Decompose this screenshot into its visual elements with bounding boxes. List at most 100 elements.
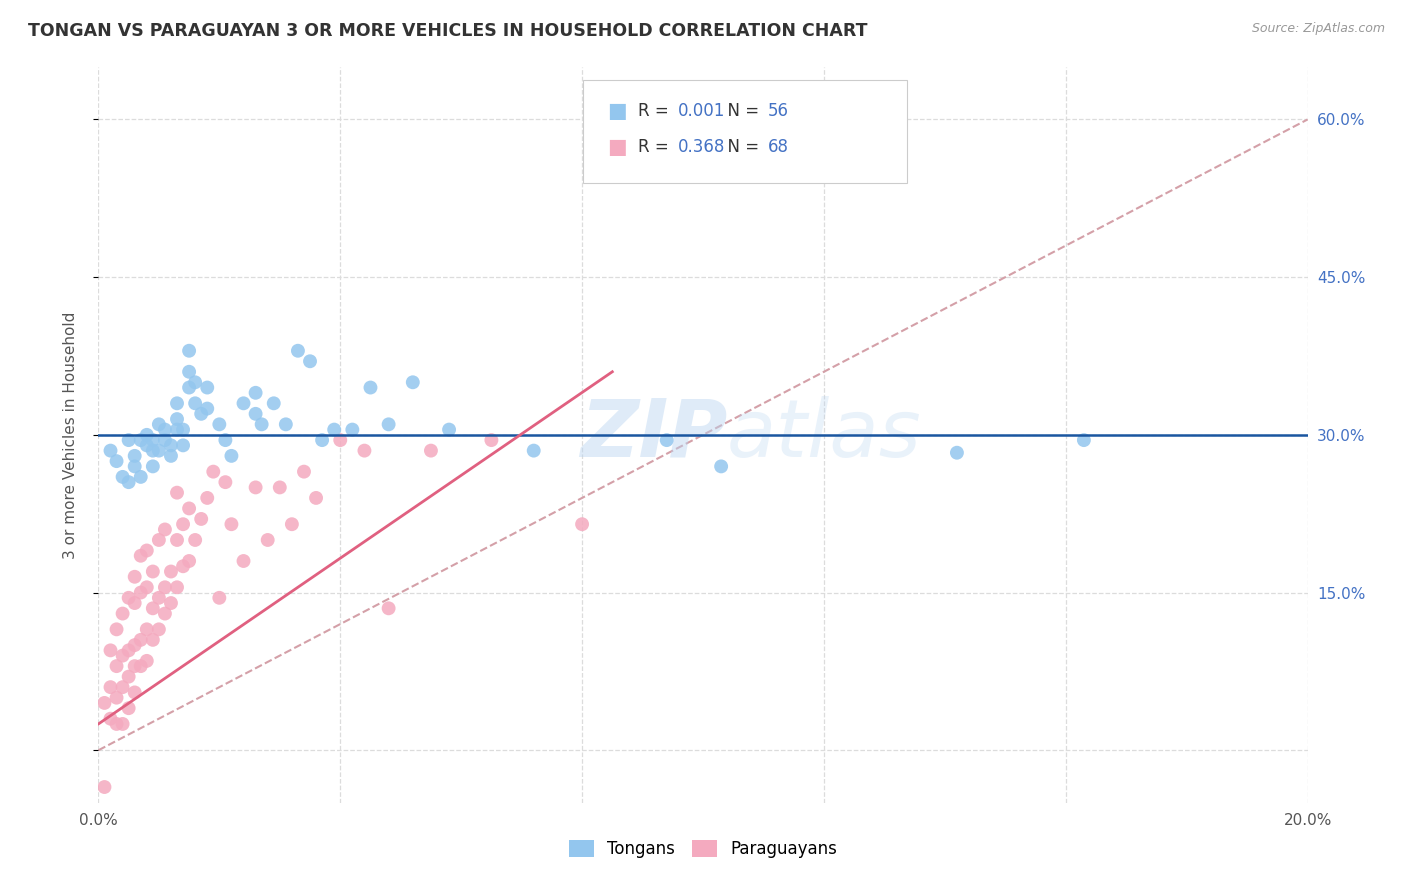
Point xyxy=(148,417,170,432)
Point xyxy=(208,591,231,605)
Point xyxy=(311,433,333,447)
Point xyxy=(172,438,194,452)
Point xyxy=(153,523,176,537)
Text: TONGAN VS PARAGUAYAN 3 OR MORE VEHICLES IN HOUSEHOLD CORRELATION CHART: TONGAN VS PARAGUAYAN 3 OR MORE VEHICLES … xyxy=(28,22,868,40)
Point xyxy=(166,396,188,410)
Point xyxy=(166,533,188,547)
Point xyxy=(160,449,183,463)
Point xyxy=(129,585,152,599)
Point xyxy=(142,601,165,615)
Point xyxy=(100,643,122,657)
Point xyxy=(274,417,297,432)
Point xyxy=(93,696,115,710)
Point xyxy=(232,396,254,410)
Point xyxy=(135,654,157,668)
Point xyxy=(437,423,460,437)
Point xyxy=(245,480,267,494)
Point xyxy=(360,380,382,394)
Point xyxy=(129,632,152,647)
Point xyxy=(142,433,165,447)
Point xyxy=(221,449,243,463)
Point xyxy=(208,417,231,432)
Point xyxy=(269,480,291,494)
Point xyxy=(111,607,134,621)
Point xyxy=(124,596,146,610)
Point xyxy=(166,412,188,426)
Point xyxy=(124,659,146,673)
Point xyxy=(281,517,304,532)
Point xyxy=(420,443,443,458)
Point xyxy=(166,423,188,437)
Point xyxy=(402,376,425,390)
Point xyxy=(245,407,267,421)
Point xyxy=(105,659,128,673)
Text: N =: N = xyxy=(717,138,765,156)
Point xyxy=(105,690,128,705)
Point xyxy=(124,459,146,474)
Point xyxy=(377,417,399,432)
Point xyxy=(118,591,141,605)
Point xyxy=(946,446,969,460)
Point xyxy=(118,670,141,684)
Point xyxy=(202,465,225,479)
Point xyxy=(655,433,678,447)
Point xyxy=(166,580,188,594)
Text: N =: N = xyxy=(717,103,765,120)
Point xyxy=(232,554,254,568)
Point xyxy=(111,648,134,663)
Point xyxy=(153,433,176,447)
Point xyxy=(135,580,157,594)
Point xyxy=(160,438,183,452)
Legend: Tongans, Paraguayans: Tongans, Paraguayans xyxy=(562,833,844,864)
Point xyxy=(135,543,157,558)
Text: atlas: atlas xyxy=(727,396,922,474)
Point xyxy=(124,638,146,652)
Point xyxy=(179,380,201,394)
Text: 0.368: 0.368 xyxy=(678,138,725,156)
Text: R =: R = xyxy=(638,103,675,120)
Text: 0.001: 0.001 xyxy=(678,103,725,120)
Point xyxy=(105,717,128,731)
Point xyxy=(100,443,122,458)
Point xyxy=(142,459,165,474)
Point xyxy=(1073,433,1095,447)
Point xyxy=(195,401,218,416)
Point xyxy=(142,443,165,458)
Point xyxy=(111,470,134,484)
Point xyxy=(118,701,141,715)
Point xyxy=(124,449,146,463)
Point xyxy=(195,380,218,394)
Point xyxy=(179,343,201,358)
Point xyxy=(100,680,122,694)
Point xyxy=(135,438,157,452)
Point xyxy=(118,643,141,657)
Point xyxy=(190,512,212,526)
Point xyxy=(523,443,546,458)
Point xyxy=(153,423,176,437)
Point xyxy=(129,659,152,673)
Point xyxy=(481,433,503,447)
Point xyxy=(111,717,134,731)
Point xyxy=(105,454,128,468)
Point xyxy=(93,780,115,794)
Point xyxy=(571,517,593,532)
Point xyxy=(221,517,243,532)
Point xyxy=(111,680,134,694)
Text: ■: ■ xyxy=(607,137,627,157)
Point xyxy=(323,423,346,437)
Point xyxy=(214,433,236,447)
Point xyxy=(329,433,352,447)
Y-axis label: 3 or more Vehicles in Household: 3 or more Vehicles in Household xyxy=(63,311,77,558)
Point xyxy=(292,465,315,479)
Point xyxy=(142,565,165,579)
Text: Source: ZipAtlas.com: Source: ZipAtlas.com xyxy=(1251,22,1385,36)
Point xyxy=(214,475,236,490)
Point xyxy=(172,423,194,437)
Text: 68: 68 xyxy=(768,138,789,156)
Point xyxy=(142,632,165,647)
Point xyxy=(105,623,128,637)
Point xyxy=(129,470,152,484)
Point xyxy=(353,443,375,458)
Point xyxy=(245,385,267,400)
Point xyxy=(135,428,157,442)
